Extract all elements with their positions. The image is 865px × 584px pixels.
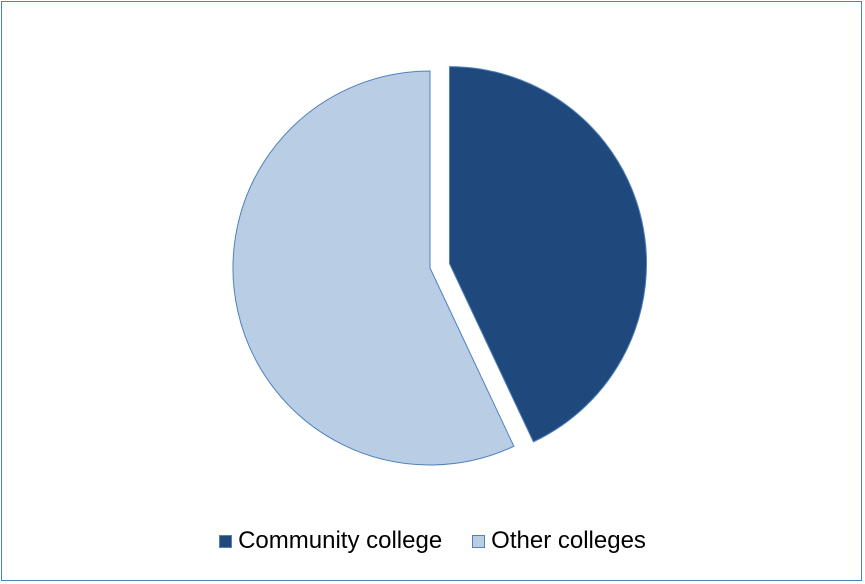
legend-item-community-college: Community college [219,529,442,553]
legend-swatch-community-college [219,534,233,548]
legend-label-other-colleges: Other colleges [491,527,646,554]
pie-chart [232,66,647,466]
legend-item-other-colleges: Other colleges [472,529,646,553]
pie-slice-other-colleges [232,70,515,466]
legend: Community college Other colleges [2,529,863,553]
pie-slice-community-college [449,66,647,443]
legend-label-community-college: Community college [238,527,443,554]
legend-swatch-other-colleges [472,534,486,548]
